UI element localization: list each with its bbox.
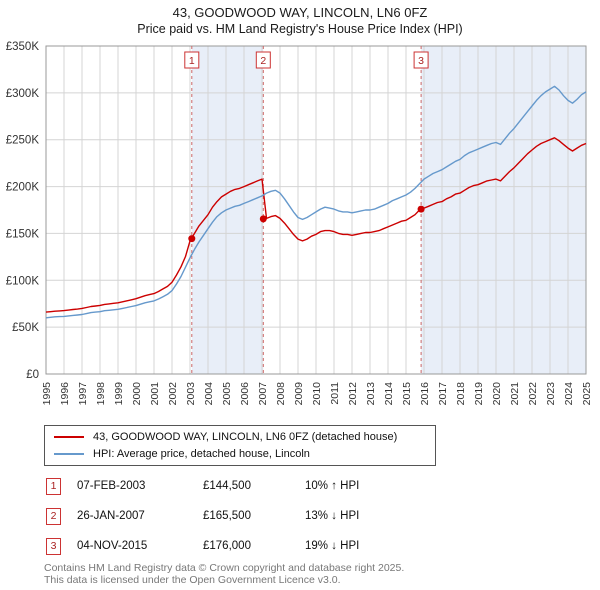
hpi-line — [45, 85, 587, 319]
x-tick-label: 2007 — [257, 382, 269, 406]
price-paid-line-swatch — [54, 436, 84, 438]
legend-item-hpi: HPI: Average price, detached house, Linc… — [54, 448, 426, 460]
x-tick-label: 2022 — [527, 382, 539, 406]
sale-2-hpi-delta: 13% ↓ HPI — [305, 510, 360, 522]
sale-number-box — [184, 51, 200, 69]
chart-title: 43, GOODWOOD WAY, LINCOLN, LN6 0FZ — [172, 5, 428, 20]
table-row: 2 26-JAN-2007 £165,500 13% ↓ HPI — [46, 501, 566, 531]
sale-3-number-badge: 3 — [46, 537, 61, 555]
x-tick-label: 2008 — [275, 382, 287, 406]
license-footer: Contains HM Land Registry data © Crown c… — [44, 562, 405, 586]
legend-item-price-paid: 43, GOODWOOD WAY, LINCOLN, LN6 0FZ (deta… — [54, 431, 426, 443]
hpi-line-swatch — [54, 453, 84, 455]
sale-1-price: £144,500 — [203, 480, 251, 492]
x-tick-label: 2019 — [473, 382, 485, 406]
y-tick-label: £100K — [6, 275, 40, 287]
x-tick-label: 2010 — [311, 382, 323, 406]
footer-line-1: Contains HM Land Registry data © Crown c… — [44, 562, 405, 574]
sale-number: 2 — [260, 55, 266, 67]
x-tick-label: 2005 — [221, 382, 233, 406]
sale-1-date: 07-FEB-2003 — [77, 480, 146, 492]
sale-number: 3 — [418, 55, 424, 67]
sale-marker — [188, 235, 196, 243]
x-tick-label: 2024 — [563, 382, 575, 406]
sale-1-hpi-delta: 10% ↑ HPI — [305, 480, 360, 492]
y-tick-label: £250K — [6, 135, 40, 147]
y-tick-label: £200K — [6, 182, 40, 194]
x-tick-label: 2016 — [419, 382, 431, 406]
y-tick-label: £350K — [6, 41, 40, 53]
x-tick-label: 2025 — [581, 382, 593, 406]
y-tick-label: £0 — [26, 369, 39, 381]
x-tick-label: 2012 — [347, 382, 359, 406]
x-tick-label: 2015 — [401, 382, 413, 406]
x-tick-label: 1998 — [95, 382, 107, 406]
table-row: 1 07-FEB-2003 £144,500 10% ↑ HPI — [46, 471, 566, 501]
x-tick-label: 2017 — [437, 382, 449, 406]
legend-label-price-paid: 43, GOODWOOD WAY, LINCOLN, LN6 0FZ (deta… — [93, 431, 398, 443]
sale-number: 1 — [189, 55, 195, 67]
y-tick-label: £300K — [6, 88, 40, 100]
sale-3-date: 04-NOV-2015 — [77, 540, 148, 552]
legend-label-hpi: HPI: Average price, detached house, Linc… — [93, 448, 310, 460]
x-tick-label: 2003 — [185, 382, 197, 406]
chart-subtitle: Price paid vs. HM Land Registry's House … — [137, 22, 463, 36]
sale-number-box — [413, 51, 429, 69]
price-history-chart: £0 £50K £100K £150K £200K £250K £300K £350K 1995… — [6, 41, 593, 406]
x-tick-label: 2023 — [545, 382, 557, 406]
x-tick-label: 2006 — [239, 382, 251, 406]
x-tick-label: 2021 — [509, 382, 521, 406]
x-tick-label: 2001 — [149, 382, 161, 406]
table-row: 3 04-NOV-2015 £176,000 19% ↓ HPI — [46, 531, 566, 561]
sale-2-price: £165,500 — [203, 510, 251, 522]
x-tick-label: 2020 — [491, 382, 503, 406]
sale-3-price: £176,000 — [203, 540, 251, 552]
y-tick-label: £150K — [6, 228, 40, 240]
y-tick-label: £50K — [12, 322, 39, 334]
footer-line-2: This data is licensed under the Open Gov… — [44, 573, 341, 586]
sales-table: 1 07-FEB-2003 £144,500 10% ↑ HPI 2 26-JA… — [46, 471, 566, 561]
sale-2-number-badge: 2 — [46, 507, 61, 525]
sale-2-date: 26-JAN-2007 — [77, 510, 145, 522]
x-tick-label: 1995 — [41, 382, 53, 406]
x-tick-label: 1999 — [113, 382, 125, 406]
price-paid-line — [45, 137, 587, 313]
legend: 43, GOODWOOD WAY, LINCOLN, LN6 0FZ (deta… — [44, 425, 436, 466]
x-tick-label: 2014 — [383, 382, 395, 406]
sale-1-number-badge: 1 — [46, 477, 61, 495]
sale-marker — [259, 215, 267, 223]
x-tick-label: 2011 — [329, 382, 341, 405]
x-tick-label: 2018 — [455, 382, 467, 406]
x-tick-label: 2000 — [131, 382, 143, 406]
shaded-band — [421, 46, 586, 374]
x-tick-label: 2004 — [203, 382, 215, 406]
x-tick-label: 1996 — [59, 382, 71, 406]
sale-3-hpi-delta: 19% ↓ HPI — [305, 540, 360, 552]
x-tick-label: 1997 — [77, 382, 89, 406]
sale-marker — [417, 205, 425, 213]
x-tick-label: 2009 — [293, 382, 305, 406]
x-tick-label: 2002 — [167, 382, 179, 406]
x-tick-label: 2013 — [365, 382, 377, 406]
sale-number-box — [255, 51, 271, 69]
